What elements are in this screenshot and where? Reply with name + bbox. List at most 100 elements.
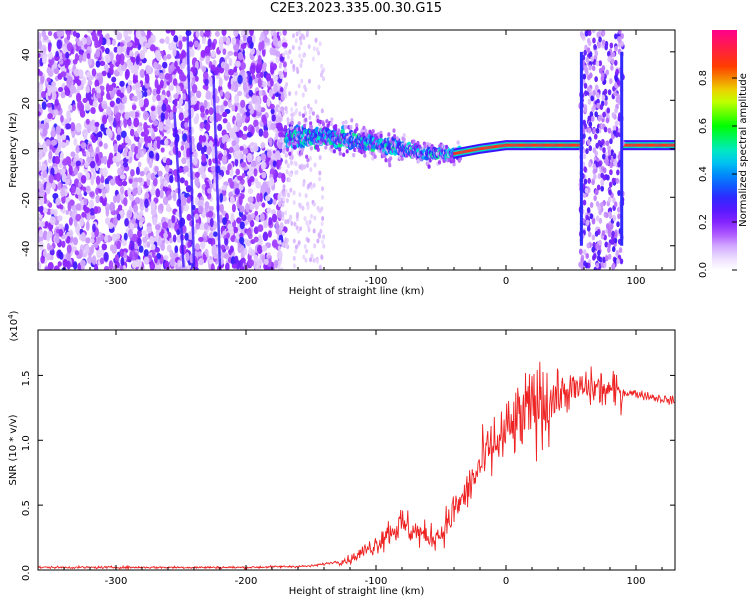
heatmap-cell	[127, 187, 132, 197]
heatmap-cell	[345, 149, 349, 154]
heatmap-cell	[246, 230, 251, 236]
heatmap-cell	[338, 151, 342, 156]
heatmap-cell	[277, 201, 281, 207]
heatmap-cell	[185, 252, 190, 262]
heatmap-cell	[227, 50, 234, 56]
heatmap-cell	[271, 213, 278, 223]
heatmap-cell	[220, 244, 225, 251]
heatmap-cell	[119, 46, 125, 53]
heatmap-cell	[437, 160, 442, 165]
heatmap-cell	[126, 41, 133, 48]
heatmap-cell	[92, 100, 98, 108]
heatmap-cell	[199, 105, 205, 113]
heatmap-cell	[125, 68, 130, 79]
heatmap-cell	[263, 219, 269, 229]
heatmap-cell	[197, 205, 204, 214]
heatmap-cell	[329, 121, 334, 126]
heatmap-cell	[255, 73, 261, 79]
heatmap-cell	[75, 186, 81, 195]
heatmap-cell	[316, 258, 320, 264]
heatmap-cell	[332, 149, 336, 154]
heatmap-cell	[309, 167, 313, 173]
heatmap-cell	[223, 134, 230, 143]
heatmap-cell	[103, 251, 109, 262]
heatmap-cell	[259, 71, 264, 78]
heatmap-cell	[47, 51, 53, 60]
heatmap-cell	[111, 244, 118, 254]
heatmap-cell	[42, 249, 47, 258]
heatmap-cell	[135, 30, 141, 39]
heatmap-cell	[100, 123, 105, 132]
heatmap-cell	[313, 162, 317, 168]
heatmap-cell	[111, 76, 117, 83]
heatmap-cell	[236, 217, 242, 224]
heatmap-cell	[60, 168, 66, 175]
heatmap-cell	[305, 201, 309, 207]
heatmap-cell	[210, 165, 216, 172]
heatmap-cell	[157, 106, 163, 116]
heatmap-cell	[124, 145, 129, 154]
heatmap-cell	[617, 36, 621, 43]
heatmap-cell	[272, 198, 277, 205]
heatmap-cell	[318, 264, 322, 270]
heatmap-cell	[104, 54, 111, 64]
heatmap-cell	[320, 63, 324, 69]
heatmap-cell	[116, 213, 121, 221]
heatmap-cell	[613, 201, 618, 208]
heatmap-cell	[60, 134, 67, 141]
heatmap-cell	[131, 182, 138, 189]
heatmap-cell	[193, 40, 199, 48]
heatmap-cell	[188, 41, 194, 48]
heatmap-cell	[246, 152, 253, 163]
heatmap-cell	[90, 124, 96, 132]
heatmap-cell	[165, 30, 171, 34]
heatmap-cell	[210, 64, 216, 72]
heatmap-cell	[317, 207, 321, 213]
heatmap-cell	[233, 66, 238, 73]
heatmap-cell	[131, 260, 138, 269]
heatmap-cell	[280, 73, 284, 79]
heatmap-cell	[207, 188, 212, 194]
heatmap-cell	[281, 216, 285, 222]
heatmap-cell	[281, 202, 285, 208]
heatmap-cell	[85, 220, 90, 231]
heatmap-cell	[305, 154, 309, 160]
heatmap-cell	[301, 92, 305, 98]
heatmap-cell	[155, 152, 160, 162]
heatmap-cell	[154, 165, 159, 173]
heatmap-cell	[248, 89, 253, 97]
heatmap-cell	[80, 264, 85, 270]
heatmap-cell	[64, 88, 71, 96]
heatmap-cell	[281, 110, 285, 116]
heatmap-cell	[255, 215, 260, 222]
heatmap-cell	[79, 259, 86, 267]
heatmap-cell	[315, 114, 320, 119]
heatmap-cell	[59, 204, 64, 210]
heatmap-cell	[247, 188, 254, 195]
heatmap-cell	[392, 128, 396, 133]
heatmap-cell	[232, 75, 238, 82]
heatmap-cell	[68, 104, 73, 111]
heatmap-cell	[250, 144, 255, 153]
heatmap-cell	[85, 185, 91, 192]
heatmap-cell	[159, 79, 164, 89]
heatmap-cell	[58, 228, 64, 237]
heatmap-cell	[224, 91, 231, 100]
heatmap-cell	[119, 92, 125, 99]
heatmap-cell	[265, 195, 271, 202]
heatmap-cell	[163, 54, 167, 61]
heatmap-cell	[150, 187, 156, 196]
heatmap-cell	[128, 178, 133, 184]
heatmap-cell	[163, 125, 170, 131]
heatmap-cell	[155, 136, 161, 142]
heatmap-cell	[290, 107, 294, 113]
heatmap-cell	[292, 144, 297, 150]
heatmap-cell	[205, 122, 211, 132]
heatmap-cell	[148, 158, 153, 169]
heatmap-cell	[168, 85, 175, 92]
heatmap-cell	[294, 38, 298, 44]
heatmap-cell	[309, 146, 313, 151]
heatmap-cell	[129, 128, 135, 137]
heatmap-cell	[320, 108, 324, 114]
heatmap-cell	[46, 181, 52, 190]
